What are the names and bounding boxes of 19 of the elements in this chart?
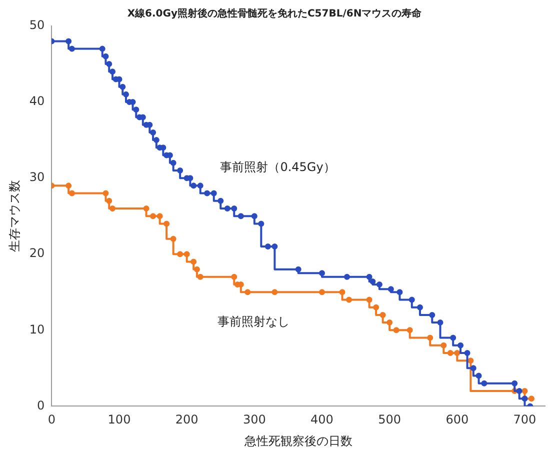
x-tick-label: 300 (242, 412, 266, 427)
y-tick-label: 20 (29, 246, 45, 260)
y-tick-label: 40 (29, 94, 45, 108)
y-tick-label: 50 (29, 18, 45, 32)
x-tick-label: 0 (48, 412, 56, 427)
series-label: 事前照射なし (218, 314, 290, 328)
chart-title: X線6.0Gy照射後の急性骨髄死を免れたC57BL/6Nマウスの寿命 (127, 8, 423, 20)
x-axis-title: 急性死観察後の日数 (243, 434, 352, 448)
y-tick-label: 30 (29, 170, 45, 184)
series-label: 事前照射（0.45Gy） (220, 160, 336, 174)
y-axis-title: 生存マウス数 (7, 180, 22, 252)
x-tick-label: 400 (310, 412, 334, 427)
x-tick-label: 600 (446, 412, 469, 427)
y-tick-label: 0 (37, 398, 45, 412)
y-tick-label: 10 (29, 322, 45, 336)
x-tick-label: 100 (108, 412, 131, 427)
x-tick-label: 200 (175, 412, 198, 427)
x-tick-label: 700 (513, 412, 536, 427)
x-tick-label: 500 (378, 412, 402, 427)
